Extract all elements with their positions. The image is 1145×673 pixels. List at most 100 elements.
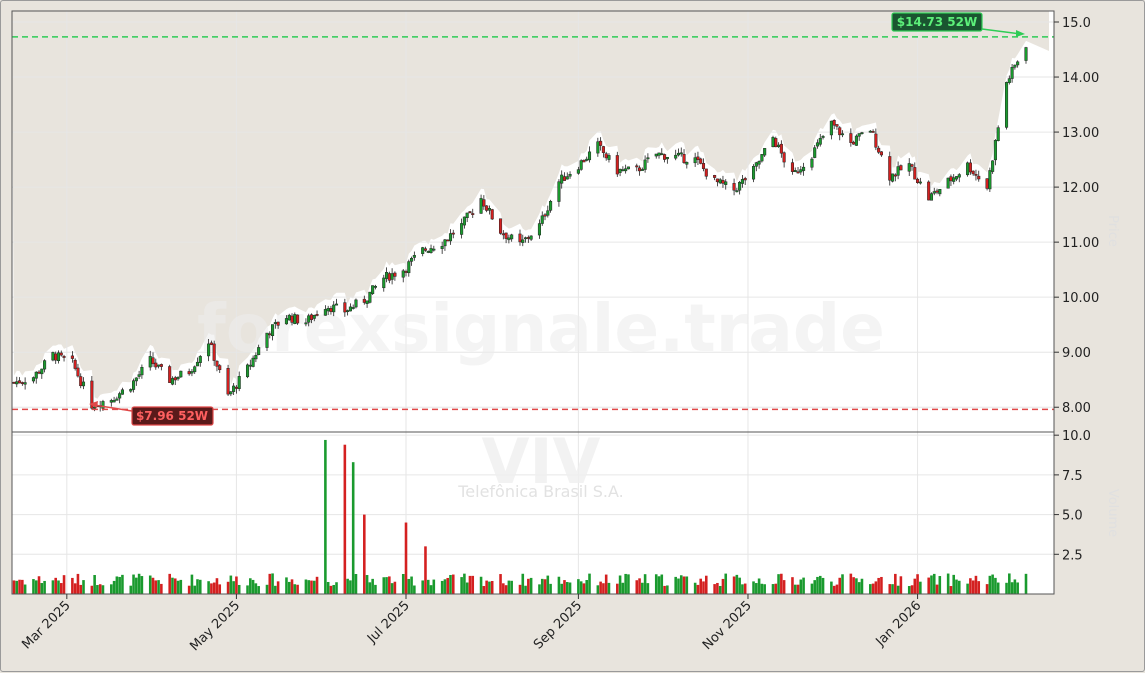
- candle-body: [1004, 82, 1009, 128]
- volume-bar: [426, 579, 430, 594]
- volume-bar: [821, 577, 825, 594]
- candle-body: [187, 371, 191, 375]
- candle-body: [387, 273, 391, 281]
- candle-body: [343, 302, 347, 313]
- high-52w-label-box: [891, 12, 983, 32]
- volume-bar: [190, 574, 194, 594]
- candle-body: [838, 127, 842, 136]
- volume-bar: [838, 577, 842, 594]
- volume-bar: [451, 574, 455, 594]
- volume-bar: [112, 580, 116, 594]
- candle-body: [293, 314, 297, 325]
- volume-bar: [524, 585, 527, 594]
- volume-bar: [335, 582, 338, 594]
- volume-bar: [582, 583, 586, 594]
- volume-bar: [666, 585, 669, 594]
- volume-bar: [657, 576, 661, 594]
- candle-body: [721, 180, 725, 184]
- candle-body: [868, 130, 872, 133]
- volume-bar: [410, 576, 413, 594]
- candle-body: [410, 258, 414, 262]
- volume-bar: [969, 578, 972, 594]
- candle-body: [646, 157, 650, 160]
- volume-bar: [137, 573, 141, 594]
- volume-bar: [702, 581, 705, 594]
- volume-bar: [974, 575, 978, 594]
- candle-body: [599, 140, 603, 146]
- volume-bar: [704, 575, 708, 594]
- candle-body: [562, 176, 567, 181]
- volume-bar: [40, 583, 44, 594]
- price-side-label: Price: [1105, 215, 1120, 247]
- candle-body: [693, 157, 697, 164]
- candle-body: [501, 233, 505, 236]
- candle-body: [468, 211, 472, 214]
- candle-body: [932, 191, 936, 194]
- volume-bar: [874, 581, 878, 594]
- candle-body: [971, 170, 975, 175]
- volume-bar: [96, 585, 99, 594]
- candle-body: [81, 381, 86, 387]
- candle-body: [918, 181, 922, 184]
- volume-bar: [677, 578, 680, 594]
- price-tick-label: 15.0: [1062, 16, 1091, 31]
- watermark-layer: forexsignale.trade VIV Telefônica Brasil…: [197, 215, 1120, 537]
- candle-body: [148, 356, 152, 368]
- volume-bar: [627, 574, 630, 594]
- candle-body: [585, 158, 589, 161]
- volume-bar: [176, 580, 180, 594]
- volume-bar: [724, 573, 728, 594]
- candle-body: [927, 181, 931, 201]
- volume-bar: [693, 582, 697, 594]
- volume-bar: [76, 573, 80, 594]
- volume-bar: [73, 583, 77, 594]
- candle-body: [696, 156, 700, 160]
- candle-body: [718, 179, 722, 184]
- volume-bar: [752, 581, 755, 594]
- volume-bar: [246, 585, 249, 594]
- volume-bar: [388, 576, 391, 594]
- candle-body: [76, 367, 80, 377]
- volume-bar: [171, 577, 174, 594]
- candle-body: [31, 377, 36, 382]
- volume-bar: [763, 584, 766, 594]
- volume-bar: [907, 586, 911, 594]
- volume-bar: [307, 580, 310, 594]
- volume-bar: [565, 582, 569, 594]
- candle-body: [232, 385, 236, 392]
- volume-bar: [488, 581, 491, 594]
- date-tick-label: Nov 2025: [700, 598, 755, 653]
- candle-body: [90, 380, 94, 409]
- candle-body: [140, 366, 144, 376]
- candle-body: [754, 162, 758, 167]
- candle-body: [176, 376, 180, 380]
- volume-bar: [913, 578, 917, 594]
- candle-body: [643, 159, 647, 170]
- candle-body: [101, 401, 105, 409]
- candle-body: [621, 169, 625, 172]
- candle-body: [952, 177, 956, 182]
- volume-tick-label: 7.5: [1062, 469, 1083, 484]
- date-tick-label: Sep 2025: [531, 598, 585, 652]
- volume-bar: [440, 580, 444, 594]
- volume-bar: [660, 574, 664, 594]
- volume-bar: [579, 581, 583, 594]
- volume-bar: [443, 579, 447, 594]
- volume-bar: [888, 584, 892, 594]
- volume-bar: [646, 583, 650, 594]
- volume-bar: [894, 573, 897, 594]
- volume-bar: [329, 585, 333, 594]
- volume-bar: [738, 577, 741, 594]
- candle-body: [565, 176, 569, 180]
- volume-bar: [880, 576, 883, 594]
- candle-body: [854, 135, 858, 146]
- candle-body: [974, 174, 978, 176]
- candle-body: [701, 163, 706, 169]
- candle-body: [209, 342, 213, 345]
- volume-bar: [57, 580, 60, 594]
- volume-bar: [616, 583, 619, 594]
- volume-bar: [910, 585, 914, 594]
- candle-body: [871, 131, 875, 133]
- volume-bar: [538, 584, 541, 594]
- candle-body: [996, 127, 1000, 141]
